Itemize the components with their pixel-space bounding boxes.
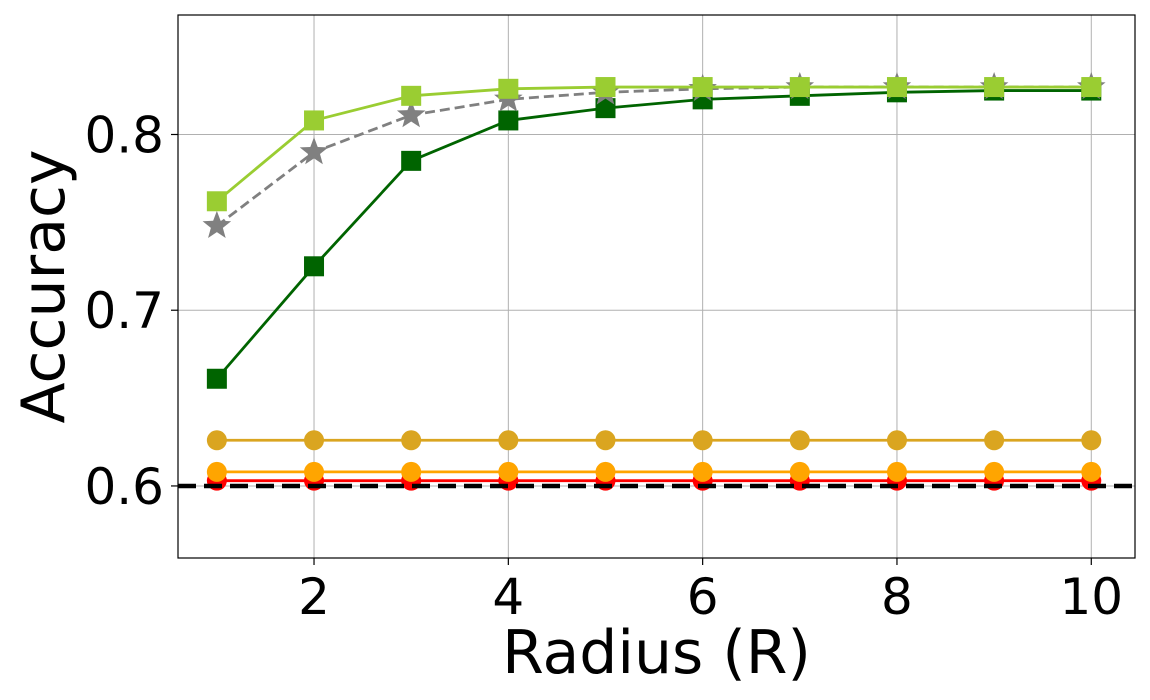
data-point-circle <box>206 430 227 451</box>
data-point-circle <box>401 461 422 482</box>
data-point-circle <box>401 430 422 451</box>
data-point-square <box>498 78 519 99</box>
data-point-star <box>202 210 232 239</box>
data-point-circle <box>789 430 810 451</box>
x-tick-label: 8 <box>881 568 913 626</box>
data-point-square <box>498 110 519 131</box>
series-line <box>215 85 1092 203</box>
series-1 <box>206 77 1102 212</box>
data-point-square <box>401 85 422 106</box>
data-point-square <box>595 77 616 98</box>
data-point-circle <box>498 461 519 482</box>
data-point-square <box>206 368 227 389</box>
data-point-square <box>1081 77 1102 98</box>
data-point-circle <box>692 430 713 451</box>
x-tick-label: 2 <box>298 568 330 626</box>
data-point-star <box>299 137 329 165</box>
series-line <box>216 85 1092 227</box>
data-point-square <box>692 77 713 98</box>
y-axis-label: Accuracy <box>9 150 79 424</box>
y-tick-label: 0.8 <box>84 106 164 164</box>
data-point-circle <box>206 461 227 482</box>
data-point-square <box>304 256 325 277</box>
data-point-square <box>304 110 325 131</box>
y-tick-label: 0.6 <box>84 458 164 516</box>
data-point-square <box>886 77 907 98</box>
data-point-square <box>595 98 616 119</box>
tick-layer: 2 4 6 8 10 0.6 0.7 0.8 <box>84 106 1123 626</box>
data-point-circle <box>886 430 907 451</box>
data-point-circle <box>304 461 325 482</box>
data-point-circle <box>595 430 616 451</box>
series-layer <box>178 72 1135 491</box>
plot-area-frame <box>177 14 1136 559</box>
data-point-circle <box>595 461 616 482</box>
x-tick-label: 4 <box>492 568 524 626</box>
data-point-circle <box>789 461 810 482</box>
x-axis-label: Radius (R) <box>502 618 811 688</box>
x-tick-label: 10 <box>1059 568 1123 626</box>
data-point-square <box>401 150 422 171</box>
series-5 <box>206 461 1102 482</box>
data-point-circle <box>1081 461 1102 482</box>
data-point-circle <box>984 430 1005 451</box>
x-tick-label: 6 <box>687 568 719 626</box>
data-point-square <box>206 191 227 212</box>
data-point-circle <box>984 461 1005 482</box>
data-point-square <box>984 77 1005 98</box>
data-point-circle <box>692 461 713 482</box>
series-line <box>215 89 1092 380</box>
data-point-circle <box>498 430 519 451</box>
data-point-star <box>396 100 426 128</box>
y-tick-label: 0.7 <box>84 282 164 340</box>
data-point-circle <box>886 461 907 482</box>
series-4 <box>206 430 1102 451</box>
data-point-square <box>789 77 810 98</box>
data-point-circle <box>1081 430 1102 451</box>
data-point-circle <box>304 430 325 451</box>
